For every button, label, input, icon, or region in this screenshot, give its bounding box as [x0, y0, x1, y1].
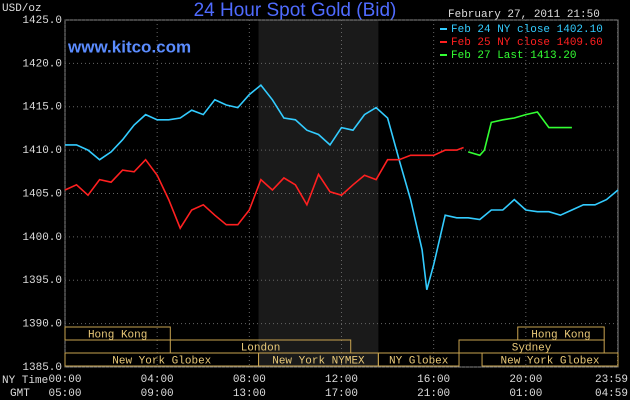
- y-tick-label: 1415.0: [22, 102, 62, 114]
- x-tick-label: 12:00: [325, 374, 358, 386]
- session-label: New York Globex: [112, 355, 211, 367]
- y-tick-label: 1405.0: [22, 188, 62, 200]
- gmt-tick-label: 21:00: [417, 388, 450, 400]
- x-row-label: GMT: [10, 388, 30, 400]
- y-axis-label: USD/oz: [2, 3, 42, 15]
- session-box: [481, 352, 619, 367]
- x-tick-label: 08:00: [233, 374, 266, 386]
- series-line: [467, 111, 572, 157]
- y-tick-label: 1400.0: [22, 232, 62, 244]
- legend-label: Feb 27 Last 1413.20: [451, 50, 576, 62]
- session-label: Sydney: [512, 342, 552, 354]
- session-label: Hong Kong: [531, 329, 590, 341]
- session-label: NY Globex: [389, 355, 449, 367]
- session-label: New York Globex: [501, 355, 600, 367]
- timestamp: February 27, 2011 21:50: [448, 9, 600, 21]
- y-tick-label: 1390.0: [22, 319, 62, 331]
- series-line: [65, 83, 619, 291]
- series-line: [64, 146, 464, 230]
- session-label: London: [241, 342, 281, 354]
- session-shade: [258, 20, 379, 367]
- chart-title: 24 Hour Spot Gold (Bid): [194, 0, 397, 21]
- x-row-label: NY Time: [2, 375, 48, 387]
- gmt-tick-label: 09:00: [141, 388, 174, 400]
- x-tick-label: 04:00: [141, 374, 174, 386]
- session-label: New York NYMEX: [272, 355, 365, 367]
- legend-label: Feb 25 NY close 1409.60: [451, 37, 603, 49]
- y-tick-label: 1410.0: [22, 145, 62, 157]
- session-label: Hong Kong: [88, 329, 147, 341]
- gmt-tick-label: 17:00: [325, 388, 358, 400]
- x-tick-label: 16:00: [417, 374, 450, 386]
- gmt-tick-label: 04:59: [595, 388, 628, 400]
- gmt-tick-label: 13:00: [233, 388, 266, 400]
- session-box: [64, 326, 171, 341]
- legend-label: Feb 24 NY close 1402.10: [451, 24, 603, 36]
- y-tick-label: 1385.0: [22, 362, 62, 374]
- x-tick-label: 00:00: [48, 374, 81, 386]
- y-tick-label: 1395.0: [22, 275, 62, 287]
- x-tick-label: 20:00: [509, 374, 542, 386]
- session-box: [377, 352, 460, 367]
- y-tick-label: 1425.0: [22, 15, 62, 27]
- x-tick-label: 23:59: [595, 374, 628, 386]
- gmt-tick-label: 05:00: [48, 388, 81, 400]
- site-label: www.kitco.com: [67, 37, 191, 56]
- y-tick-label: 1420.0: [22, 58, 62, 70]
- gmt-tick-label: 01:00: [509, 388, 542, 400]
